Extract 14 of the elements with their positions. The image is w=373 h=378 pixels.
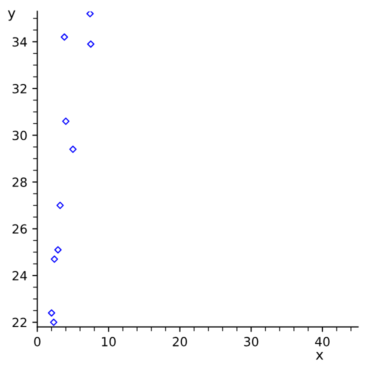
y-tick-label: 26 bbox=[12, 224, 27, 234]
x-tick-label: 10 bbox=[102, 336, 116, 346]
y-tick-label: 24 bbox=[12, 271, 27, 280]
x-tick-label: 20 bbox=[172, 336, 187, 346]
y-axis-title: y bbox=[8, 10, 16, 21]
y-tick-label: 30 bbox=[12, 130, 27, 140]
y-tick-label: 22 bbox=[12, 318, 26, 328]
x-tick-label: 0 bbox=[34, 336, 40, 346]
y-tick-label: 32 bbox=[12, 84, 26, 94]
y-tick-label: 28 bbox=[12, 177, 27, 187]
x-tick-label: 30 bbox=[244, 336, 258, 346]
x-tick-label: 40 bbox=[315, 336, 330, 346]
x-axis-title: x bbox=[316, 352, 324, 360]
y-tick-label: 34 bbox=[12, 37, 27, 47]
